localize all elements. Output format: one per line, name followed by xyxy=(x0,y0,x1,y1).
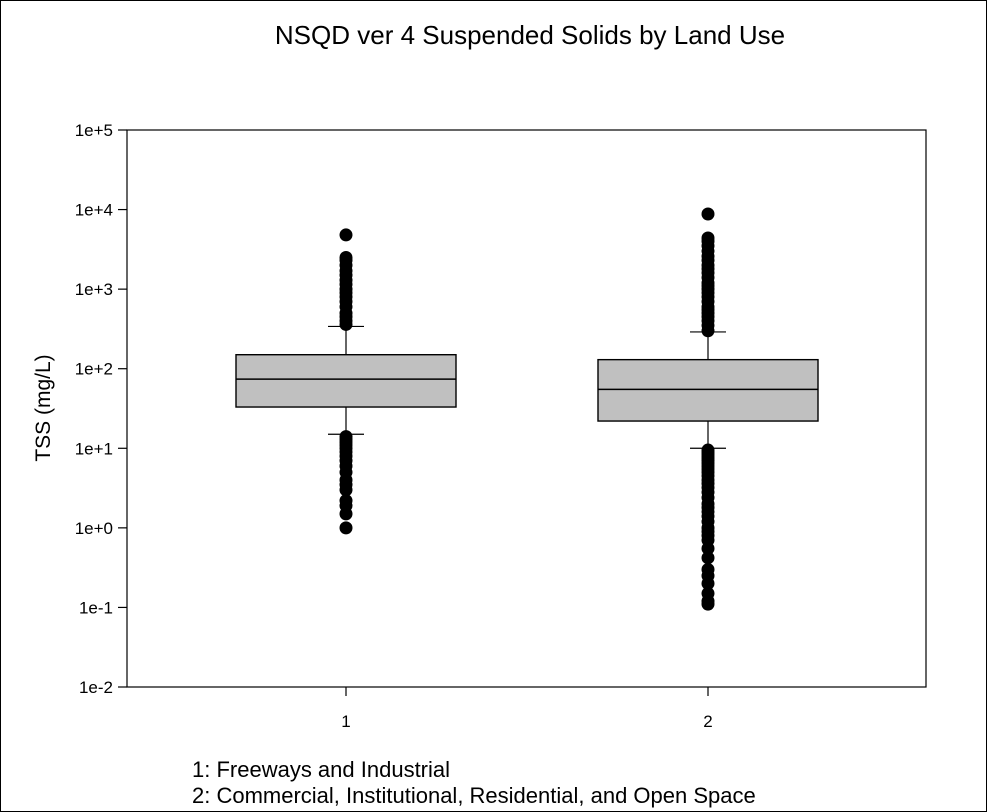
outlier-point xyxy=(701,562,715,576)
outlier-point xyxy=(701,586,715,600)
y-tick-label: 1e-2 xyxy=(79,678,113,697)
x-tick-label: 2 xyxy=(703,712,712,731)
boxes xyxy=(235,207,819,611)
outlier-point xyxy=(339,228,353,242)
y-tick-label: 1e+0 xyxy=(75,519,113,538)
outlier-point xyxy=(701,207,715,221)
y-tick-label: 1e-1 xyxy=(79,598,113,617)
y-tick-label: 1e+4 xyxy=(75,201,113,220)
outlier-point xyxy=(339,430,353,444)
y-axis-ticks: 1e-2 1e-1 1e+0 1e+1 1e+2 1e+3 1e+4 1e+5 xyxy=(75,121,127,697)
legend-line-2: 2: Commercial, Institutional, Residentia… xyxy=(192,783,756,808)
outlier-point xyxy=(339,521,353,535)
y-tick-label: 1e+5 xyxy=(75,121,113,140)
box-group-2 xyxy=(597,207,819,611)
outlier-point xyxy=(339,494,353,508)
iqr-box xyxy=(235,354,457,408)
y-tick-label: 1e+2 xyxy=(75,360,113,379)
plot-area xyxy=(126,129,927,688)
outlier-point xyxy=(339,250,353,264)
outlier-point xyxy=(701,231,715,245)
legend-line-1: 1: Freeways and Industrial xyxy=(192,757,451,782)
box-group-1 xyxy=(235,228,457,535)
y-tick-label: 1e+3 xyxy=(75,280,113,299)
y-axis-label: TSS (mg/L) xyxy=(32,354,55,461)
iqr-box xyxy=(597,358,819,422)
chart-title: NSQD ver 4 Suspended Solids by Land Use xyxy=(275,20,785,50)
outlier-point xyxy=(701,551,715,565)
x-tick-label: 1 xyxy=(341,712,350,731)
outlier-point xyxy=(701,443,715,457)
y-tick-label: 1e+1 xyxy=(75,439,113,458)
